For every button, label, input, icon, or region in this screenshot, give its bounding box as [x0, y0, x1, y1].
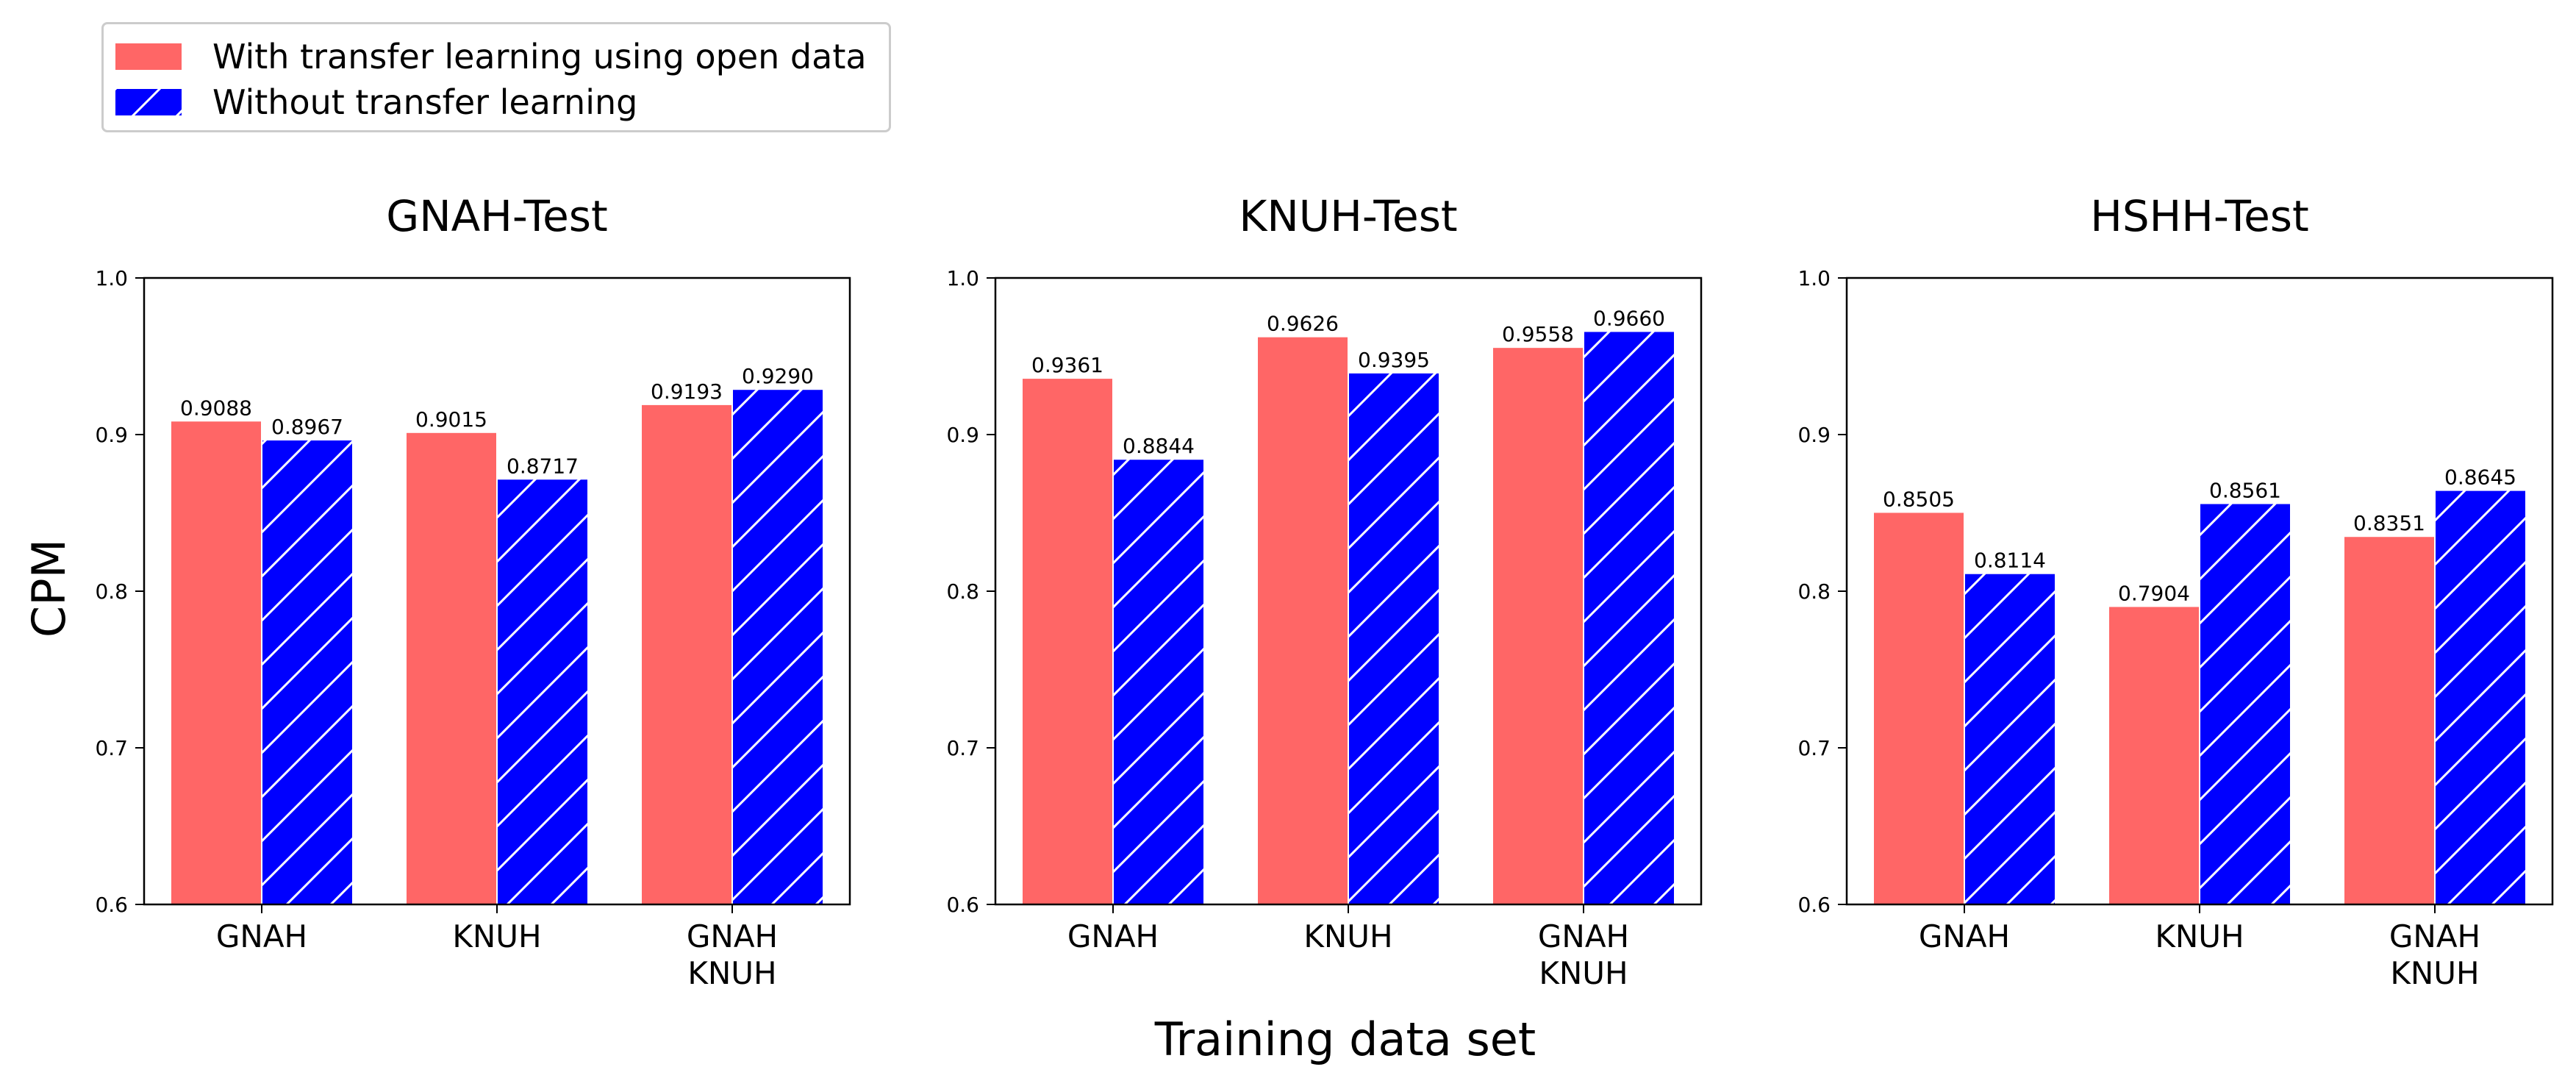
x-category-label: GNAH [216, 918, 307, 954]
y-tick-label: 0.6 [95, 893, 128, 917]
legend-label-without-transfer: Without transfer learning [212, 82, 638, 122]
bar-value-label: 0.9088 [180, 396, 252, 420]
bar-value-label: 0.9626 [1267, 312, 1339, 336]
y-tick-label: 0.8 [946, 579, 979, 604]
x-category-label: GNAH [2389, 918, 2480, 954]
y-tick-label: 0.7 [1797, 736, 1831, 760]
bar-with-transfer [640, 403, 733, 905]
bar-without-transfer [496, 478, 589, 905]
x-category-label: GNAH [1538, 918, 1629, 954]
subplot-title: KNUH-Test [1239, 191, 1457, 241]
y-tick-label: 0.9 [1797, 423, 1831, 447]
bar-value-label: 0.7904 [2118, 581, 2190, 605]
axes-frame [994, 276, 1703, 906]
bar-with-transfer [170, 420, 262, 905]
y-tick-label: 0.8 [1797, 579, 1831, 604]
bar-value-label: 0.9290 [742, 364, 814, 388]
legend-item-without-transfer: Without transfer learning [115, 80, 637, 124]
bar-value-label: 0.9558 [1502, 322, 1574, 346]
subplot-title: GNAH-Test [386, 191, 607, 241]
bar-without-transfer [1348, 371, 1440, 905]
bar-value-label: 0.8561 [2209, 479, 2281, 503]
bar-without-transfer [1112, 458, 1205, 905]
bar-without-transfer [261, 439, 354, 905]
y-tick-label: 0.8 [95, 579, 128, 604]
bar-value-label: 0.9395 [1358, 348, 1430, 372]
legend-swatch-with-transfer [115, 43, 182, 70]
bar-with-transfer [2108, 605, 2200, 905]
bar-value-label: 0.8645 [2444, 465, 2516, 490]
x-category-label: KNUH [452, 918, 541, 954]
bar-with-transfer [1872, 511, 1965, 905]
bar-value-label: 0.9015 [415, 407, 487, 432]
x-category-label: KNUH [2155, 918, 2244, 954]
bar-with-transfer [1021, 377, 1114, 905]
bar-value-label: 0.8351 [2353, 511, 2425, 535]
x-category-label: GNAH [1067, 918, 1159, 954]
subplot-2: KNUH-Test 0.6 0.7 0.8 0.9 1.0 0.9361 0.8844 GNAH… [946, 191, 1703, 991]
y-tick-label: 0.9 [946, 423, 979, 447]
bar-value-label: 0.9660 [1593, 306, 1665, 330]
legend-item-with-transfer: With transfer learning using open data [115, 35, 867, 79]
x-category-label: KNUH [687, 955, 776, 991]
x-category-label: KNUH [1539, 955, 1628, 991]
bar-with-transfer [2343, 535, 2436, 905]
y-tick-label: 1.0 [95, 266, 128, 290]
bar-without-transfer [731, 388, 824, 905]
x-category-label: KNUH [1303, 918, 1392, 954]
subplot-1: GNAH-Test 0.6 0.7 0.8 0.9 1.0 0.9088 0.8967 GNAH… [95, 191, 851, 991]
bar-with-transfer [405, 431, 498, 905]
subplot-3: HSHH-Test 0.6 0.7 0.8 0.9 1.0 0.8505 0.8114 GNAH… [1797, 191, 2554, 991]
y-tick-label: 1.0 [946, 266, 979, 290]
axes-frame [143, 276, 851, 906]
bar-value-label: 0.8844 [1123, 434, 1195, 458]
figure-y-label: CPM [22, 539, 76, 638]
y-tick-label: 0.7 [946, 736, 979, 760]
y-tick-label: 0.9 [95, 423, 128, 447]
bar-value-label: 0.8967 [271, 415, 343, 439]
legend-label-with-transfer: With transfer learning using open data [212, 37, 867, 76]
y-tick-label: 0.7 [95, 736, 128, 760]
bar-value-label: 0.8505 [1883, 487, 1955, 511]
y-tick-label: 1.0 [1797, 266, 1831, 290]
bar-without-transfer [2199, 502, 2291, 905]
y-tick-label: 0.6 [1797, 893, 1831, 917]
y-tick-label: 0.6 [946, 893, 979, 917]
bar-value-label: 0.9361 [1031, 353, 1103, 377]
x-category-label: GNAH [1919, 918, 2010, 954]
axes-frame [1845, 276, 2554, 906]
x-category-label: GNAH [687, 918, 778, 954]
bar-value-label: 0.9193 [651, 379, 723, 404]
chart-legend: With transfer learning using open data W… [101, 22, 891, 132]
x-category-label: KNUH [2390, 955, 2479, 991]
bar-value-label: 0.8717 [507, 454, 579, 478]
bar-without-transfer [2434, 489, 2527, 905]
bar-without-transfer [1964, 572, 2056, 906]
bar-with-transfer [1492, 346, 1584, 905]
legend-swatch-without-transfer [115, 89, 182, 115]
bar-value-label: 0.8114 [1974, 549, 2046, 573]
figure-x-label: Training data set [1154, 1013, 1536, 1066]
bar-without-transfer [1583, 330, 1675, 906]
bar-with-transfer [1256, 335, 1349, 905]
subplot-title: HSHH-Test [2090, 191, 2308, 241]
